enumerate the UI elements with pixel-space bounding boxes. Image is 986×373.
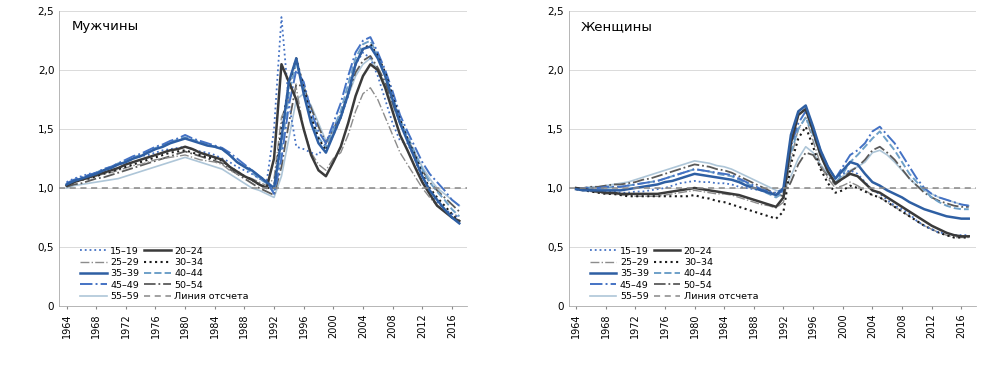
- Legend: 15–19, 25–29, 35–39, 45–49, 55–59, 20–24, 30–34, 40–44, 50–54, Линия отсчета: 15–19, 25–29, 35–39, 45–49, 55–59, 20–24…: [590, 247, 758, 301]
- Text: Женщины: Женщины: [581, 20, 653, 33]
- Legend: 15–19, 25–29, 35–39, 45–49, 55–59, 20–24, 30–34, 40–44, 50–54, Линия отсчета: 15–19, 25–29, 35–39, 45–49, 55–59, 20–24…: [80, 247, 248, 301]
- Text: Мужчины: Мужчины: [71, 20, 138, 33]
